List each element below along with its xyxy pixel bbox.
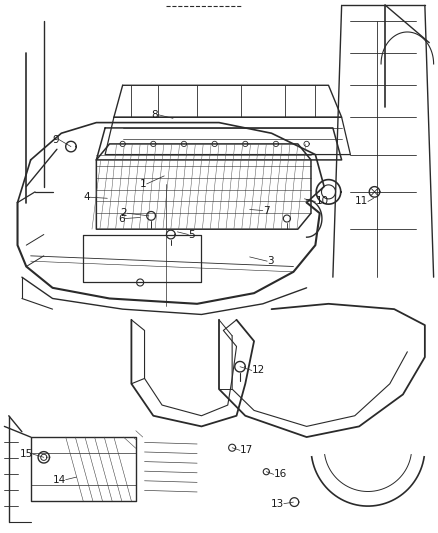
Text: 17: 17 bbox=[240, 446, 253, 455]
Text: 8: 8 bbox=[151, 110, 158, 119]
Text: 10: 10 bbox=[315, 197, 328, 206]
Text: 13: 13 bbox=[271, 499, 284, 508]
Text: 5: 5 bbox=[188, 230, 195, 239]
Text: 11: 11 bbox=[355, 197, 368, 206]
Text: 9: 9 bbox=[53, 135, 59, 144]
Text: 2: 2 bbox=[120, 208, 127, 218]
Text: 7: 7 bbox=[263, 206, 269, 215]
Text: 6: 6 bbox=[118, 214, 125, 223]
Text: 1: 1 bbox=[140, 179, 147, 189]
Text: 12: 12 bbox=[252, 366, 265, 375]
Text: 14: 14 bbox=[53, 475, 66, 484]
Text: 15: 15 bbox=[20, 449, 33, 459]
Text: 4: 4 bbox=[83, 192, 90, 202]
Text: 3: 3 bbox=[267, 256, 274, 266]
Text: 16: 16 bbox=[274, 470, 287, 479]
